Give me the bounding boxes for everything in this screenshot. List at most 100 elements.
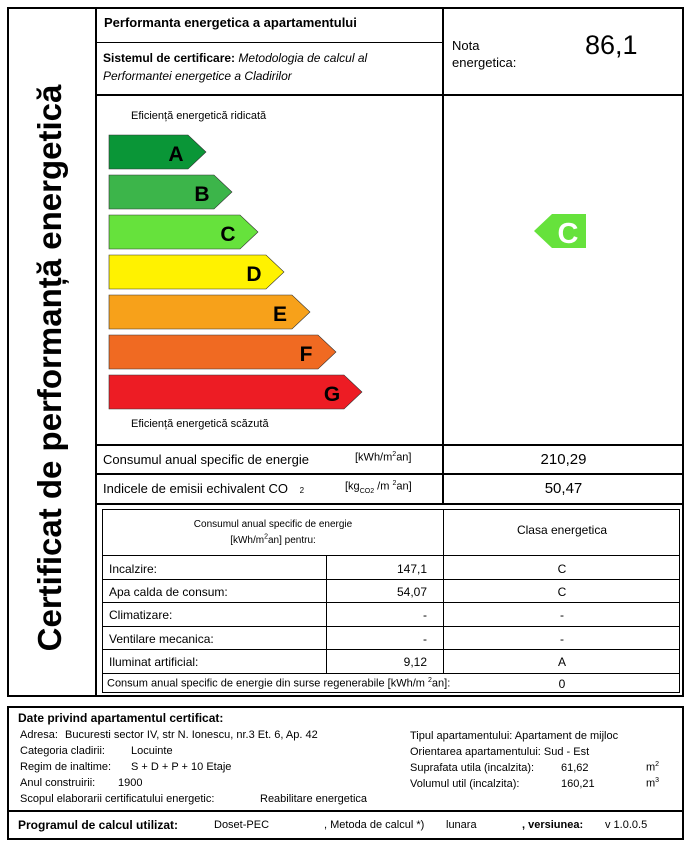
versiune-label: , versiunea: bbox=[522, 819, 584, 831]
table-row-value: 9,12 bbox=[403, 655, 427, 669]
breakdown-row-line-4 bbox=[102, 649, 680, 650]
emisii-divider bbox=[442, 473, 444, 504]
versiune-value: v 1.0.0.5 bbox=[605, 819, 648, 831]
energy-class-e-label: E bbox=[273, 303, 287, 326]
energy-class-d-label: D bbox=[246, 263, 261, 286]
energy-class-g-label: G bbox=[324, 383, 340, 406]
table-row-value: 54,07 bbox=[396, 585, 427, 599]
table-row-label: Climatizare: bbox=[109, 608, 173, 622]
scale-bottom-label: Eficiență energetică scăzută bbox=[131, 418, 269, 430]
suprafata-label: Suprafata utila (incalzita): bbox=[410, 762, 535, 774]
volum-value: 160,21 bbox=[561, 778, 595, 790]
table-row-value: - bbox=[423, 632, 427, 646]
header-divider bbox=[442, 7, 444, 474]
certificate-frame bbox=[7, 7, 684, 697]
side-title-divider bbox=[95, 7, 97, 697]
side-title: Certificat de performanță energetică bbox=[31, 84, 68, 652]
an-value: 1900 bbox=[118, 777, 143, 789]
volum-exp: 3 bbox=[655, 777, 660, 784]
adresa-row: Adresa: Bucuresti sector IV, str N. Ione… bbox=[20, 729, 318, 741]
breakdown-header-left-line1: Consumul anual specific de energie bbox=[193, 519, 353, 530]
energy-class-c-bar bbox=[108, 214, 259, 250]
tip-label: Tipul apartamentului: bbox=[410, 730, 513, 742]
nota-line2: energetica: bbox=[452, 55, 517, 70]
consum-value: 210,29 bbox=[540, 451, 587, 468]
energy-class-f-bar bbox=[108, 334, 337, 370]
suprafata-unit: m2 bbox=[646, 761, 659, 774]
adresa-value: Bucuresti sector IV, str N. Ionescu, nr.… bbox=[64, 729, 318, 741]
orientare-label: Orientarea apartamentului: bbox=[410, 746, 541, 758]
system-label-text: Sistemul de certificare: bbox=[103, 51, 236, 65]
an-label: Anul construirii: bbox=[20, 777, 96, 789]
breakdown-row-line-5 bbox=[102, 673, 680, 674]
program-label: Programul de calcul utilizat: bbox=[18, 818, 179, 832]
system-label: Sistemul de certificare: Metodologia de … bbox=[103, 49, 438, 85]
breakdown-header-right: Clasa energetica bbox=[516, 523, 608, 537]
apartment-frame bbox=[7, 706, 684, 840]
breakdown-row-line-2 bbox=[102, 602, 680, 603]
emisii-label-sub: 2 bbox=[299, 486, 305, 495]
consum-unit: [kWh/m2an] bbox=[355, 451, 412, 464]
categoria-value: Locuinte bbox=[131, 745, 173, 757]
header-line-2 bbox=[96, 94, 684, 96]
energy-class-b-bar bbox=[108, 174, 233, 210]
breakdown-header-left: Consumul anual specific de energie [kWh/… bbox=[103, 518, 443, 547]
energy-class-a-label: A bbox=[168, 143, 183, 166]
suprafata-unit-m: m bbox=[646, 761, 656, 774]
table-row-clasa: C bbox=[557, 585, 567, 599]
scale-top-label: Eficiență energetică ridicată bbox=[131, 110, 267, 122]
emisii-value: 50,47 bbox=[544, 480, 583, 497]
suprafata-value: 61,62 bbox=[561, 762, 589, 774]
nota-label: Nota energetica: bbox=[452, 37, 516, 71]
nota-line1: Nota bbox=[452, 38, 480, 53]
energy-class-g-bar bbox=[108, 374, 363, 410]
table-row-label: Ventilare mecanica: bbox=[109, 632, 214, 646]
consum-mid-line bbox=[96, 473, 684, 475]
renewable-label: Consum anual specific de energie din sur… bbox=[107, 677, 451, 690]
emisii-bottom-line bbox=[96, 503, 684, 505]
suprafata-exp: 2 bbox=[655, 761, 660, 768]
energy-class-f-label: F bbox=[300, 343, 313, 366]
system-value-line2: Performantei energetice a Cladirilor bbox=[103, 69, 292, 83]
apartment-divider bbox=[7, 810, 684, 812]
nota-value: 86,1 bbox=[585, 30, 638, 60]
table-row-value: - bbox=[423, 608, 427, 622]
regim-label: Regim de inaltime: bbox=[20, 761, 112, 773]
header-title: Performanta energetica a apartamentului bbox=[104, 15, 357, 30]
table-row-clasa: A bbox=[557, 655, 566, 669]
scop-value: Reabilitare energetica bbox=[260, 793, 368, 805]
breakdown-divider bbox=[443, 509, 444, 673]
orientare-value: Sud - Est bbox=[543, 746, 590, 758]
current-class-arrow bbox=[534, 214, 586, 248]
table-row-label: Iluminat artificial: bbox=[109, 655, 199, 669]
volum-unit-m: m bbox=[646, 777, 656, 790]
energy-class-e-bar bbox=[108, 294, 311, 330]
emisii-unit: [kgCO2 /m 2an] bbox=[345, 480, 412, 495]
table-row-label: Apa calda de consum: bbox=[109, 585, 228, 599]
energy-class-a-bar bbox=[108, 134, 207, 170]
volum-unit: m3 bbox=[646, 777, 659, 790]
volum-label: Volumul util (incalzita): bbox=[410, 778, 520, 790]
energy-class-c-label: C bbox=[220, 223, 235, 246]
current-class-letter: C bbox=[558, 218, 579, 250]
categoria-label: Categoria cladirii: bbox=[20, 745, 105, 757]
regim-value: S + D + P + 10 Etaje bbox=[131, 761, 232, 773]
tip-value: Apartament de mijloc bbox=[514, 730, 619, 742]
breakdown-header-left-line2: [kWh/m2an] pentru: bbox=[230, 534, 316, 547]
energy-class-d-bar bbox=[108, 254, 285, 290]
consum-label: Consumul anual specific de energie bbox=[103, 452, 309, 467]
renewable-value: 0 bbox=[558, 677, 566, 691]
breakdown-value-divider bbox=[326, 555, 327, 673]
breakdown-row-line-1 bbox=[102, 579, 680, 580]
breakdown-header-line bbox=[102, 555, 680, 556]
tip-row: Tipul apartamentului: Apartament de mijl… bbox=[410, 730, 618, 742]
table-row-clasa: C bbox=[557, 562, 567, 576]
table-row-value: 147,1 bbox=[396, 562, 427, 576]
apartment-title: Date privind apartamentul certificat: bbox=[18, 711, 224, 725]
adresa-label: Adresa: bbox=[20, 729, 58, 741]
scop-label: Scopul elaborarii certificatului energet… bbox=[20, 793, 215, 805]
energy-class-b-label: B bbox=[194, 183, 209, 206]
table-row-clasa: - bbox=[560, 632, 564, 646]
emisii-label: Indicele de emisii echivalent CO 2 bbox=[103, 481, 304, 496]
